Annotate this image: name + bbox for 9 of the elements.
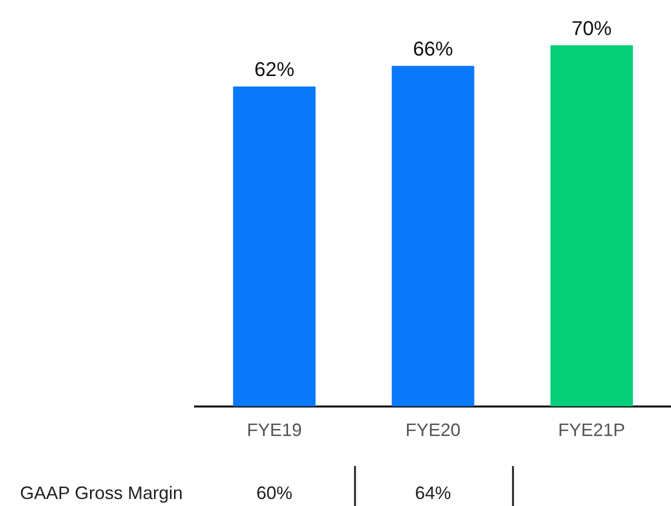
data-label: 66% — [412, 38, 454, 60]
data-label: 70% — [572, 18, 612, 40]
data-label: 62% — [254, 59, 295, 82]
x-tick-label: FYE21P — [558, 420, 626, 440]
text: 60% — [256, 482, 292, 503]
x-tick-label: FYE19 — [246, 420, 302, 440]
text: GAAP Gross Margin — [20, 482, 183, 503]
x-tick-label: FYE20 — [405, 420, 461, 440]
text: 64% — [414, 482, 452, 503]
